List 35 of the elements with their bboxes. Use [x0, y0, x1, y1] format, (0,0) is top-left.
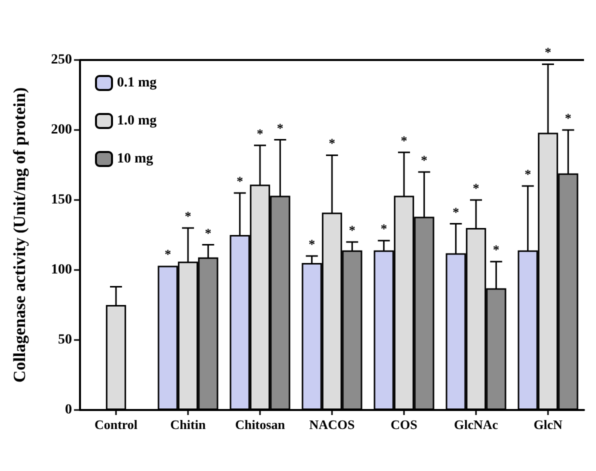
annotation: *: [204, 225, 212, 240]
annotation: *: [164, 246, 172, 262]
x-tick-label: GlcNAc: [454, 417, 498, 432]
legend-label: 10 mg: [117, 152, 154, 166]
annotation: *: [400, 132, 408, 148]
y-tick-label: 0: [65, 402, 72, 418]
annotation: *: [348, 222, 356, 238]
y-tick-label: 150: [51, 192, 72, 208]
annotation: *: [420, 152, 428, 168]
y-tick-label: 200: [51, 122, 72, 138]
annotation: *: [380, 221, 388, 236]
annotation: *: [308, 236, 316, 252]
annotation: *: [452, 204, 460, 220]
x-tick-label: Chitosan: [235, 417, 286, 432]
y-tick-label: 250: [51, 52, 72, 68]
x-tick-label: Chitin: [170, 417, 206, 432]
annotation: *: [492, 242, 500, 258]
annotation: *: [328, 136, 336, 151]
annotation: *: [276, 120, 284, 136]
legend-label: 0.1 mg: [117, 76, 157, 90]
y-axis-title: Collagenase activity (Unit/mg of protein): [10, 87, 29, 383]
x-tick-label: NACOS: [309, 417, 355, 432]
y-tick-label: 100: [51, 262, 72, 278]
annotation: *: [524, 166, 532, 182]
annotation: *: [236, 174, 244, 188]
annotation: *: [256, 126, 264, 141]
x-tick-label: GlcN: [534, 417, 564, 432]
legend-label: 1.0 mg: [117, 114, 157, 128]
annotation: *: [472, 180, 480, 196]
annotation: *: [184, 208, 192, 224]
x-tick-label: COS: [390, 417, 418, 432]
x-tick-label: Control: [94, 417, 138, 432]
annotation: *: [564, 110, 572, 126]
y-tick-label: 50: [58, 332, 72, 348]
text: *: [544, 44, 552, 60]
